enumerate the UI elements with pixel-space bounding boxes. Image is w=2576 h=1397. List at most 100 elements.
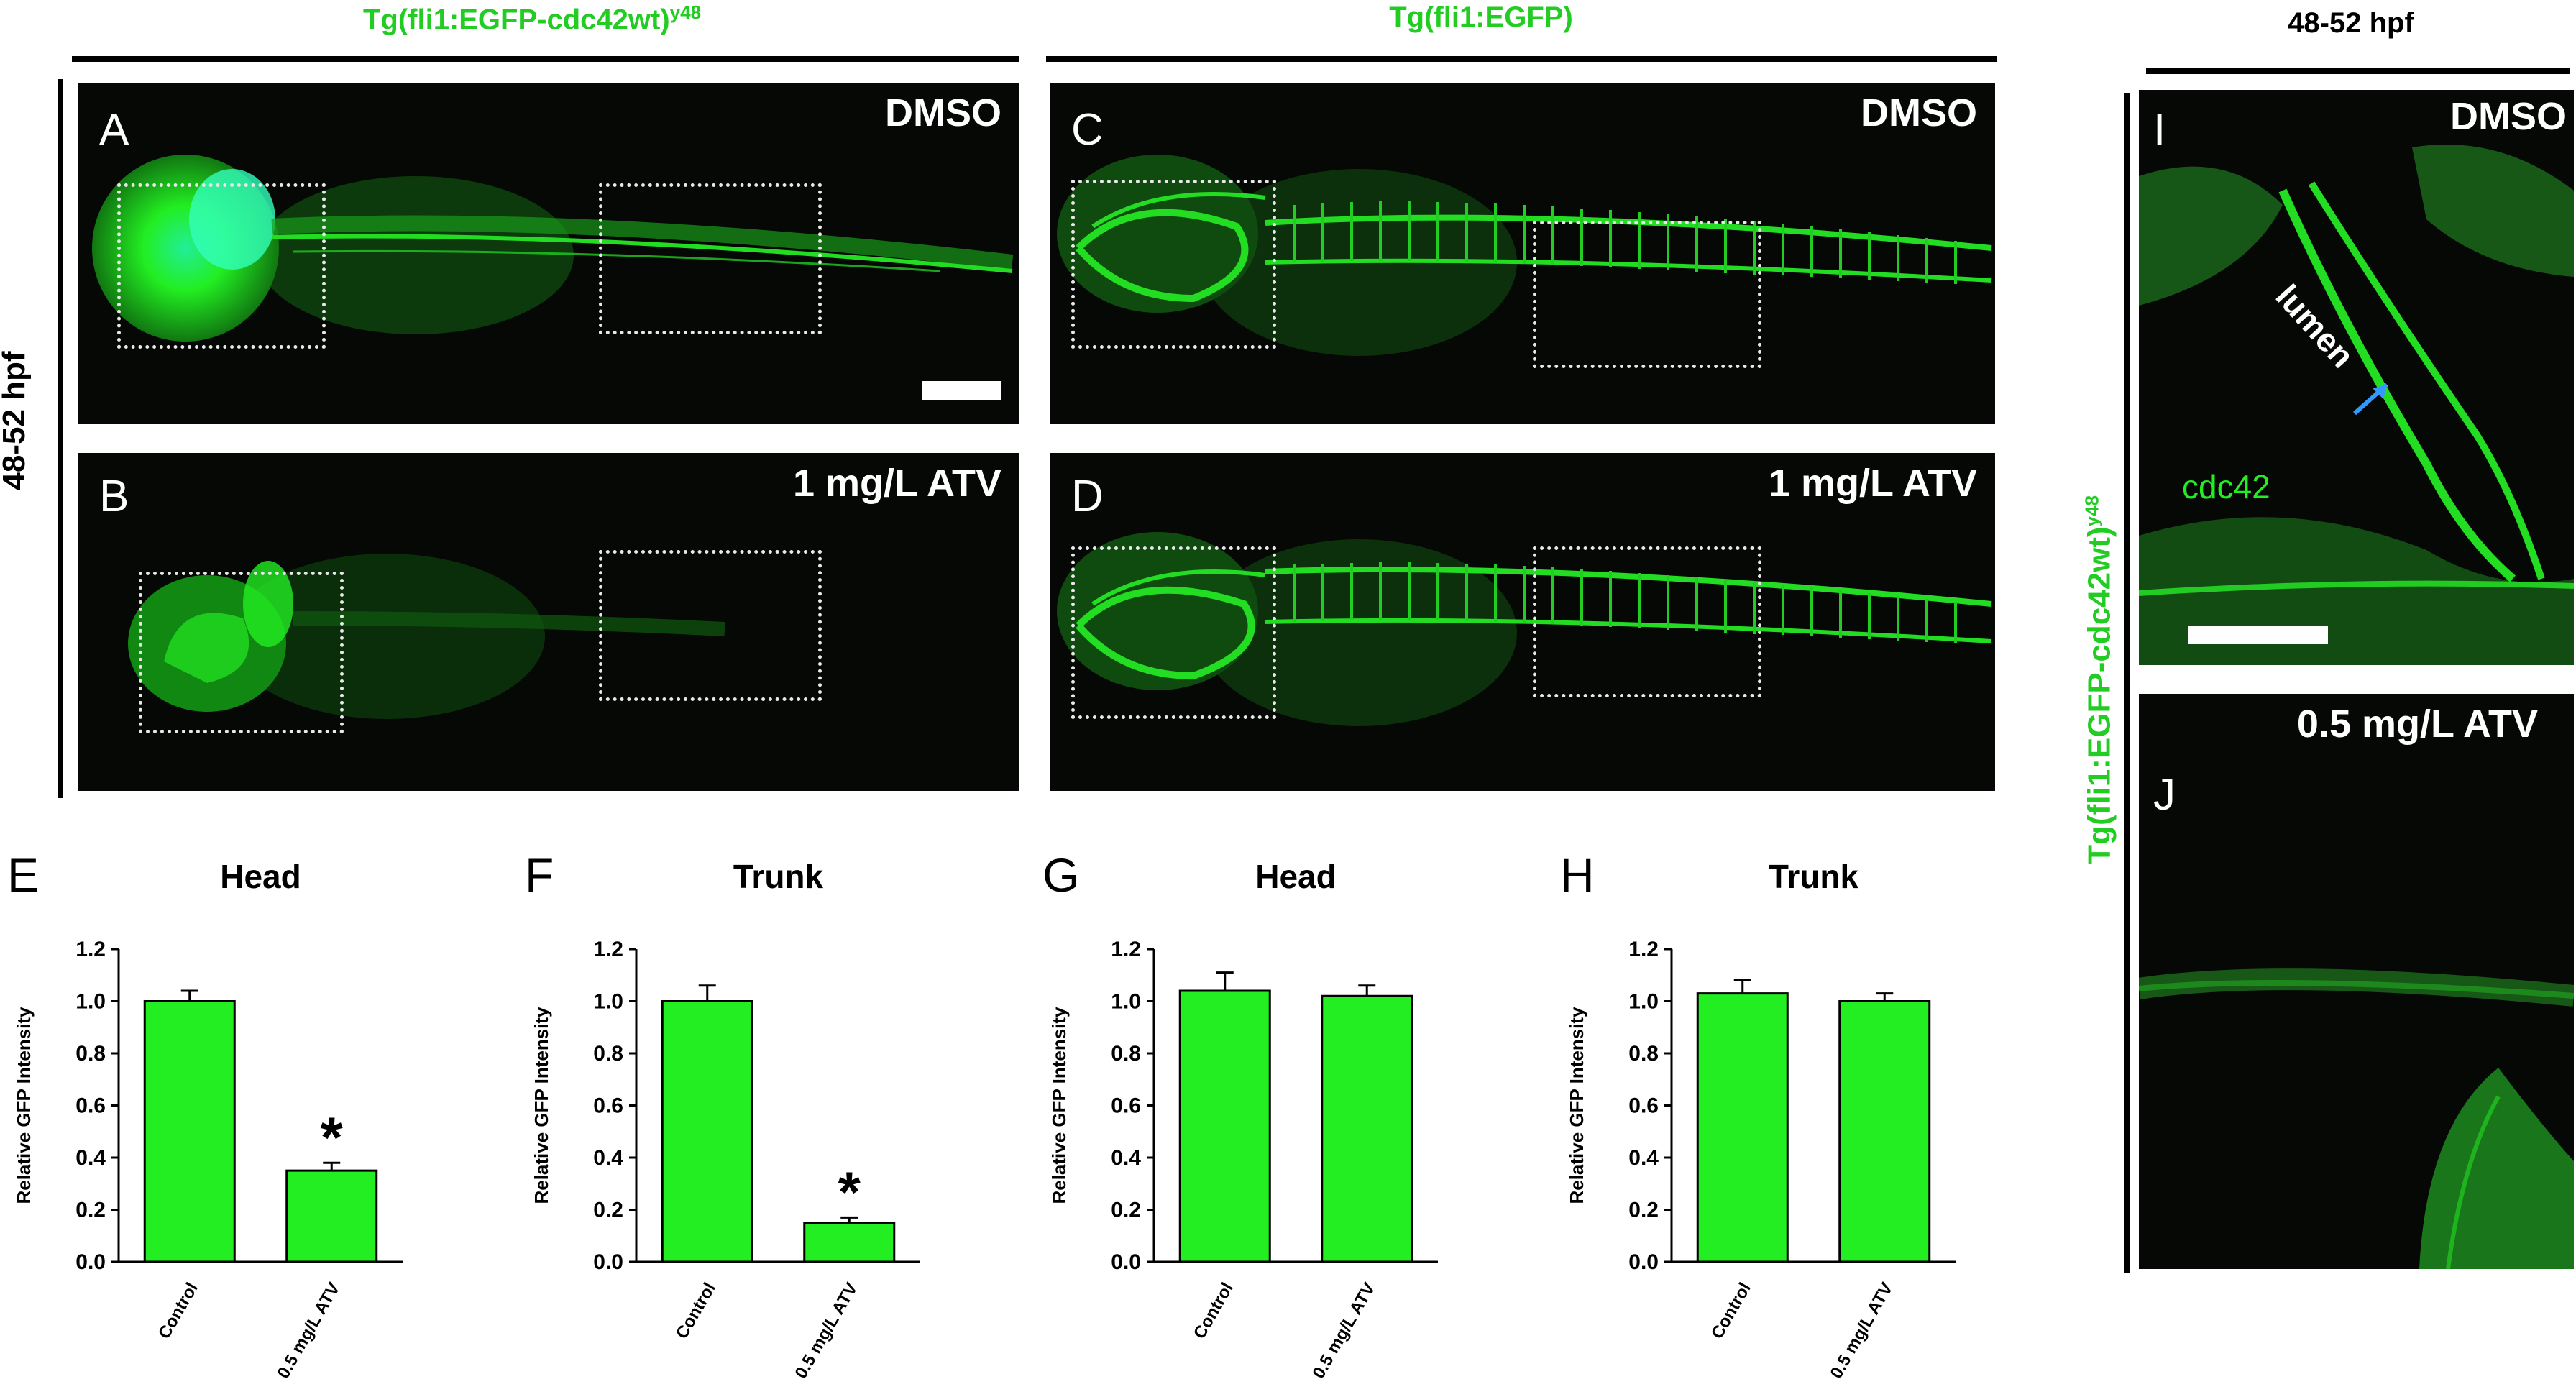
panel-a: A DMSO xyxy=(78,83,1019,424)
panel-j: J 0.5 mg/L ATV xyxy=(2139,694,2574,1269)
chart-ytick-label: 1.0 xyxy=(75,990,106,1014)
panel-d-letter: D xyxy=(1071,472,1104,521)
chart-ytick-label: 0.0 xyxy=(1111,1250,1141,1274)
chart-svg: H Trunk Relative GFP Intensity 0.0 0.2 0.4 0.6… xyxy=(1560,848,1956,1382)
chart-ytick-label: 1.0 xyxy=(1111,990,1141,1014)
chart-ylabel: Relative GFP Intensity xyxy=(1566,1007,1587,1204)
chart-ytick-label: 1.2 xyxy=(75,938,106,961)
chart-letter: F xyxy=(525,848,554,902)
panel-i-condition: DMSO xyxy=(2450,95,2567,138)
right-side-rule xyxy=(2124,93,2130,1273)
chart-letter: G xyxy=(1042,848,1079,902)
chart-h: H Trunk Relative GFP Intensity 0.0 0.2 0.4 0.6… xyxy=(1553,834,2071,1393)
panel-c-trunk-box xyxy=(1533,221,1761,368)
left-side-rule xyxy=(58,79,63,798)
mid-transgene-header: Tg(fli1:EGFP) xyxy=(1389,1,1573,33)
chart-e: E Head Relative GFP Intensity 0.0 0.2 0.4 0.6 0… xyxy=(0,834,518,1393)
chart-ytick-label: 0.4 xyxy=(1628,1146,1659,1170)
panel-d-embryo-image xyxy=(1057,532,1992,726)
panel-c-condition: DMSO xyxy=(1861,91,1977,134)
chart-title: Head xyxy=(220,858,301,895)
chart-category-label: 0.5 mg/L ATV xyxy=(274,1280,344,1382)
left-transgene-header: Tg(fli1:EGFP-cdc42wt)y48 xyxy=(237,1,827,36)
chart-ytick-label: 1.2 xyxy=(1111,938,1141,961)
chart-svg: F Trunk Relative GFP Intensity 0.0 0.2 0.4 0.6… xyxy=(525,848,920,1382)
panel-d-condition: 1 mg/L ATV xyxy=(1768,462,1977,505)
left-header-rule xyxy=(72,56,1019,62)
chart-title: Trunk xyxy=(1769,858,1859,895)
side-stage-label: 48-52 hpf xyxy=(0,351,32,490)
chart-ytick-label: 0.4 xyxy=(75,1146,106,1170)
panel-i: I DMSO lumen cdc42 xyxy=(2139,90,2574,665)
right-header-rule xyxy=(2146,68,2570,74)
chart-f: F Trunk Relative GFP Intensity 0.0 0.2 0.4 0.6… xyxy=(518,834,1035,1393)
right-side-transgene-text: Tg(fli1:EGFP-cdc42wt) xyxy=(2081,526,2117,864)
chart-category-label: Control xyxy=(1190,1280,1237,1342)
panel-d: D 1 mg/L ATV xyxy=(1050,453,1995,791)
chart-ytick-label: 0.8 xyxy=(1111,1042,1141,1066)
panel-j-condition: 0.5 mg/L ATV xyxy=(2296,702,2538,746)
chart-title: Trunk xyxy=(733,858,824,895)
panel-b: B 1 mg/L ATV xyxy=(78,453,1019,791)
chart-bar xyxy=(661,1000,753,1263)
panel-a-embryo-image xyxy=(92,155,1014,342)
chart-category-label: 0.5 mg/L ATV xyxy=(1309,1280,1380,1382)
chart-bar xyxy=(285,1169,378,1263)
panel-c-letter: C xyxy=(1071,105,1104,155)
right-side-transgene-sup: y48 xyxy=(2081,495,2103,527)
chart-bar xyxy=(1321,994,1413,1263)
panel-d-head-box xyxy=(1071,546,1276,719)
chart-bar xyxy=(803,1222,896,1263)
chart-ytick-label: 0.4 xyxy=(1111,1146,1141,1170)
chart-ytick-label: 0.0 xyxy=(593,1250,623,1274)
chart-category-label: 0.5 mg/L ATV xyxy=(792,1280,862,1382)
panel-b-trunk-box xyxy=(599,550,822,701)
panel-c-head-box xyxy=(1071,180,1276,349)
chart-ytick-label: 0.8 xyxy=(1628,1042,1659,1066)
panel-i-confocal-image xyxy=(2139,145,2574,665)
chart-ytick-label: 0.2 xyxy=(75,1199,106,1222)
chart-ytick-label: 0.0 xyxy=(75,1250,106,1274)
panel-i-cdc42-label: cdc42 xyxy=(2182,468,2270,505)
chart-significance-star: * xyxy=(321,1105,344,1169)
panel-b-condition: 1 mg/L ATV xyxy=(792,462,1001,505)
panel-a-trunk-box xyxy=(599,183,822,334)
chart-bar xyxy=(143,1000,236,1263)
panel-b-embryo-image xyxy=(128,554,725,719)
chart-category-label: Control xyxy=(1708,1280,1755,1342)
mid-header-rule xyxy=(1046,56,1997,62)
chart-svg: E Head Relative GFP Intensity 0.0 0.2 0.4 0.6 0… xyxy=(7,848,403,1382)
chart-ytick-label: 1.2 xyxy=(593,938,623,961)
chart-ytick-label: 1.0 xyxy=(593,990,623,1014)
panel-d-trunk-box xyxy=(1533,546,1761,697)
chart-ytick-label: 0.6 xyxy=(593,1094,623,1118)
chart-ytick-label: 1.2 xyxy=(1628,938,1659,961)
panel-i-scale-bar xyxy=(2188,626,2328,644)
panel-a-head-box xyxy=(117,183,326,349)
chart-title: Head xyxy=(1255,858,1336,895)
panel-b-letter: B xyxy=(99,472,129,521)
chart-ylabel: Relative GFP Intensity xyxy=(531,1007,552,1204)
panel-c-embryo-image xyxy=(1057,155,1992,356)
left-transgene-text: Tg(fli1:EGFP-cdc42wt) xyxy=(362,4,670,36)
chart-category-label: 0.5 mg/L ATV xyxy=(1827,1280,1897,1382)
chart-ytick-label: 1.0 xyxy=(1628,990,1659,1014)
right-side-transgene-label: Tg(fli1:EGFP-cdc42wt)y48 xyxy=(2081,421,2118,938)
panel-a-condition: DMSO xyxy=(885,91,1001,134)
chart-bar xyxy=(1696,992,1789,1263)
left-transgene-sup: y48 xyxy=(669,1,702,23)
chart-category-label: Control xyxy=(155,1280,202,1342)
panel-i-letter: I xyxy=(2153,105,2166,155)
chart-ytick-label: 0.4 xyxy=(593,1146,623,1170)
chart-ytick-label: 0.6 xyxy=(75,1094,106,1118)
chart-ytick-label: 0.2 xyxy=(593,1199,623,1222)
chart-bar xyxy=(1838,1000,1931,1263)
chart-letter: H xyxy=(1560,848,1595,902)
panel-j-letter: J xyxy=(2153,770,2176,820)
chart-ytick-label: 0.8 xyxy=(75,1042,106,1066)
panel-a-scale-bar xyxy=(922,381,1001,400)
panel-j-confocal-image xyxy=(2139,968,2574,1269)
right-stage-header: 48-52 hpf xyxy=(2288,7,2414,39)
chart-ytick-label: 0.6 xyxy=(1111,1094,1141,1118)
chart-ylabel: Relative GFP Intensity xyxy=(13,1007,35,1204)
